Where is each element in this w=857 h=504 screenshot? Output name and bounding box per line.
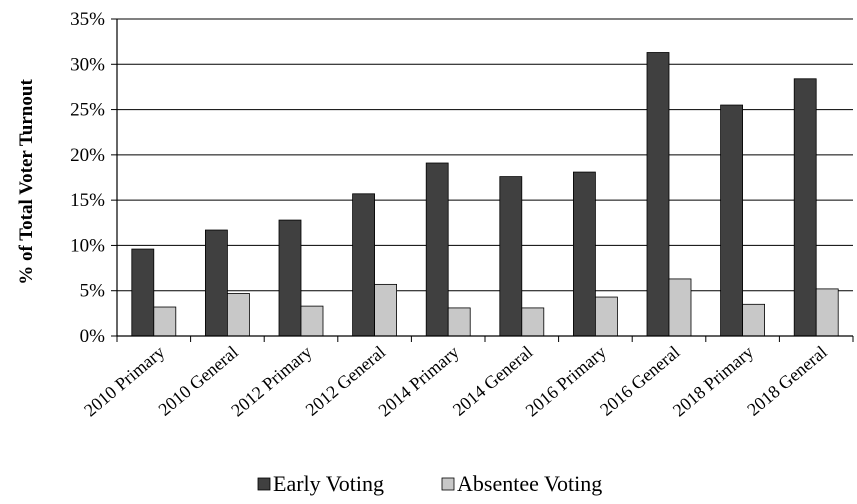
bar-absentee-voting (374, 283, 398, 337)
bar-absentee-voting (226, 293, 250, 337)
bar-absentee-voting (668, 278, 692, 337)
bar-absentee-voting (742, 303, 765, 337)
bar-absentee-voting (815, 288, 839, 337)
legend: Early Voting Absentee Voting (257, 471, 602, 496)
bar-early-voting (793, 78, 817, 337)
axes (116, 19, 854, 342)
bar-early-voting (352, 193, 376, 337)
bar-early-voting (278, 219, 302, 337)
legend-swatch-absentee-voting (441, 477, 455, 491)
bars (131, 52, 839, 337)
y-tick-label: 15% (70, 190, 105, 211)
y-tick-label: 25% (70, 100, 105, 121)
bar-early-voting (499, 176, 523, 337)
legend-label-absentee-voting: Absentee Voting (457, 471, 602, 496)
bar-absentee-voting (447, 307, 471, 337)
y-tick-label: 35% (70, 9, 105, 30)
x-tick-label: 2018 Primary (669, 342, 757, 421)
bar-early-voting (646, 52, 670, 337)
x-tick-label: 2014 Primary (374, 342, 462, 421)
bar-absentee-voting (521, 307, 545, 337)
y-axis-label: % of Total Voter Turnout (16, 79, 37, 285)
y-tick-label: 20% (70, 145, 105, 166)
y-tick-label: 5% (80, 281, 106, 302)
x-tick-label: 2016 Primary (522, 342, 610, 421)
y-tick-label: 30% (70, 54, 105, 75)
bar-absentee-voting (300, 305, 324, 337)
bar-early-voting (131, 248, 155, 337)
bar-absentee-voting (595, 296, 618, 337)
bar-early-voting (425, 162, 449, 337)
y-tick-label: 0% (80, 326, 106, 347)
bar-early-voting (204, 229, 228, 337)
bar-early-voting (573, 171, 596, 337)
legend-swatch-early-voting (257, 477, 271, 491)
bar-early-voting (720, 104, 743, 337)
x-tick-label: 2012 Primary (227, 342, 315, 421)
y-tick-labels: 0% 5% 10% 15% 20% 25% 30% 35% (70, 9, 105, 347)
bar-absentee-voting (153, 306, 177, 337)
x-tick-label: 2018 General (743, 342, 831, 420)
y-tick-label: 10% (70, 235, 105, 256)
legend-label-early-voting: Early Voting (273, 471, 384, 496)
x-tick-label: 2010 Primary (80, 342, 168, 421)
